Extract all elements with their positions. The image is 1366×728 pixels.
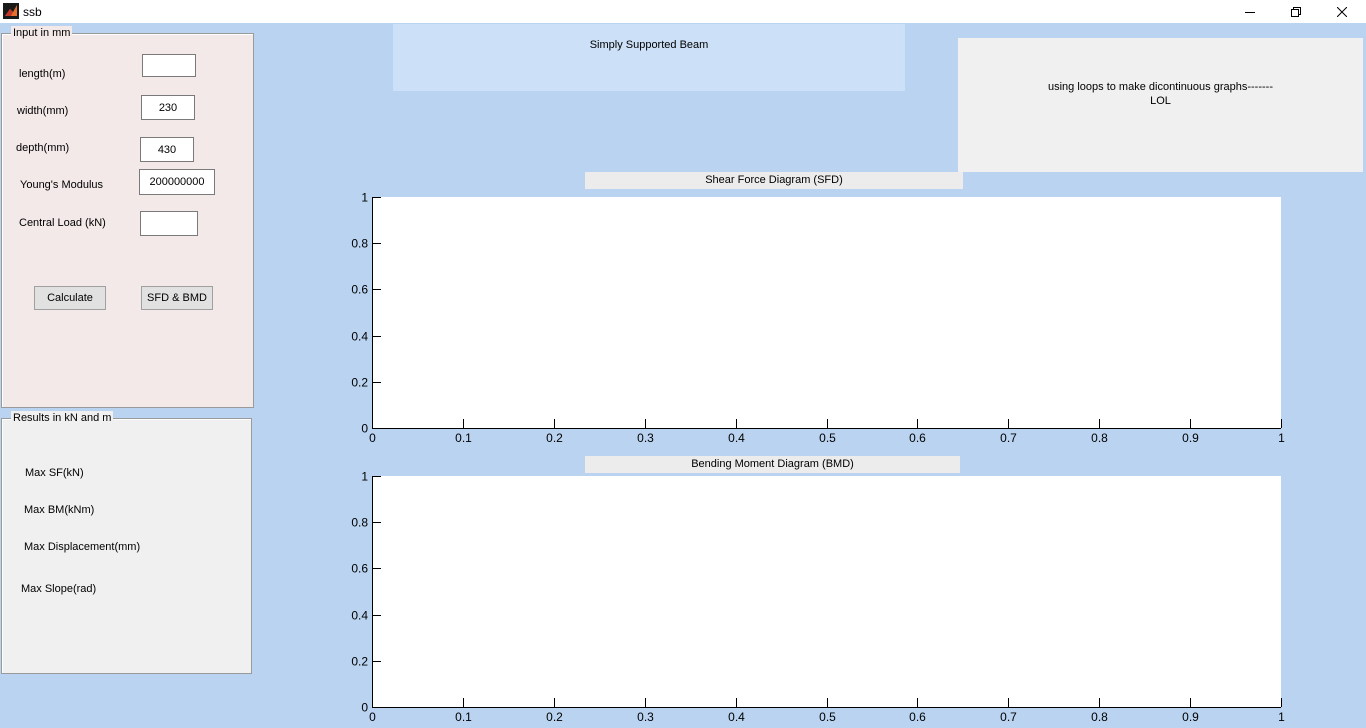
bmd-x-tick-label: 0.1 (455, 710, 472, 724)
bmd-y-tick-label: 0.2 (351, 655, 368, 669)
depth-field[interactable] (140, 137, 194, 162)
bmd-y-tick-label: 0 (361, 701, 368, 715)
sfd-y-tick-label: 0 (361, 422, 368, 436)
sfd-x-tick-label: 0.2 (546, 431, 563, 445)
bmd-x-tick-label: 0.7 (1000, 710, 1017, 724)
input-panel: Input in mm (1, 26, 254, 408)
window-title: ssb (23, 5, 42, 19)
sfd-axes-title: Shear Force Diagram (SFD) (585, 172, 963, 189)
sfd-x-tick-label: 1 (1278, 431, 1285, 445)
bmd-plot-area (372, 476, 1281, 707)
central-load-field[interactable] (140, 211, 198, 236)
sfd-y-tick-label: 0.2 (351, 376, 368, 390)
title-bar: ssb (0, 0, 1366, 23)
sfd-y-tick-label: 1 (361, 191, 368, 205)
bmd-x-tick-label: 0.4 (728, 710, 745, 724)
youngs-modulus-field[interactable] (139, 169, 215, 195)
results-panel-title: Results in kN and m (11, 411, 114, 425)
central-load-label: Central Load (kN) (19, 217, 106, 229)
sfd-y-tick-label: 0.6 (351, 283, 368, 297)
width-label: width(mm) (17, 105, 69, 117)
restore-button[interactable] (1273, 0, 1319, 23)
bmd-x-tick-label: 0.5 (819, 710, 836, 724)
bmd-y-tick-label: 0.8 (351, 516, 368, 530)
restore-icon (1291, 6, 1301, 17)
header-title: Simply Supported Beam (589, 39, 709, 51)
close-icon (1337, 6, 1347, 17)
youngs-modulus-label: Young's Modulus (20, 179, 104, 191)
calculate-button[interactable]: Calculate (34, 286, 106, 310)
sfd-x-tick-label: 0.8 (1091, 431, 1108, 445)
bmd-y-tick-label: 1 (361, 470, 368, 484)
minimize-button[interactable] (1227, 0, 1273, 23)
note-line-1: using loops to make dicontinuous graphs-… (1048, 81, 1273, 93)
sfd-x-tick-label: 0.9 (1182, 431, 1199, 445)
sfd-x-tick-label: 0.3 (637, 431, 654, 445)
sfd-y-tick-label: 0.4 (351, 330, 368, 344)
sfd-y-tick-label: 0.8 (351, 237, 368, 251)
sfd-x-tick-label: 0.6 (909, 431, 926, 445)
bmd-x-tick-label: 0.2 (546, 710, 563, 724)
width-field[interactable] (141, 95, 195, 120)
bmd-axes-title: Bending Moment Diagram (BMD) (585, 456, 960, 473)
sfd-plot-area (372, 197, 1281, 428)
bmd-x-tick-label: 0 (369, 710, 376, 724)
minimize-icon (1245, 11, 1255, 13)
length-field[interactable] (142, 54, 196, 77)
header-box: Simply Supported Beam (393, 24, 905, 91)
max-slope-label: Max Slope(rad) (21, 583, 97, 595)
sfd-bmd-button[interactable]: SFD & BMD (141, 286, 213, 310)
sfd-x-tick-label: 0.1 (455, 431, 472, 445)
max-sf-label: Max SF(kN) (25, 467, 84, 479)
sfd-x-tick-label: 0 (369, 431, 376, 445)
bmd-x-tick-label: 0.3 (637, 710, 654, 724)
sfd-x-tick-label: 0.4 (728, 431, 745, 445)
results-panel: Results in kN and m (1, 411, 252, 674)
length-label: length(m) (19, 68, 66, 80)
close-button[interactable] (1319, 0, 1365, 23)
note-line-2: LOL (1150, 95, 1171, 107)
bmd-x-tick-label: 0.8 (1091, 710, 1108, 724)
max-bm-label: Max BM(kNm) (24, 504, 95, 516)
max-displacement-label: Max Displacement(mm) (24, 541, 141, 553)
bmd-x-tick-label: 0.9 (1182, 710, 1199, 724)
depth-label: depth(mm) (16, 142, 70, 154)
bmd-y-tick-label: 0.6 (351, 562, 368, 576)
note-box: using loops to make dicontinuous graphs-… (958, 38, 1363, 172)
matlab-app-icon (3, 3, 19, 19)
bmd-x-tick-label: 0.6 (909, 710, 926, 724)
bmd-y-tick-label: 0.4 (351, 609, 368, 623)
bmd-x-tick-label: 1 (1278, 710, 1285, 724)
input-panel-title: Input in mm (11, 26, 73, 40)
sfd-x-tick-label: 0.7 (1000, 431, 1017, 445)
sfd-x-tick-label: 0.5 (819, 431, 836, 445)
